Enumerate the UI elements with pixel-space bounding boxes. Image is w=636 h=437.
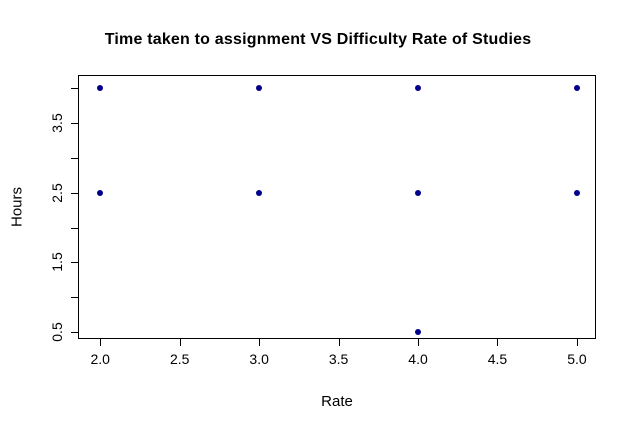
data-point	[256, 85, 263, 92]
plot-area	[78, 75, 596, 339]
data-point	[415, 189, 422, 196]
y-tick	[71, 297, 78, 299]
y-tick-label: 0.5	[49, 322, 65, 342]
data-point	[97, 85, 104, 92]
y-tick-label: 1.5	[49, 252, 65, 273]
y-tick	[71, 227, 78, 229]
y-tick-label: 2.5	[49, 182, 65, 203]
y-tick	[71, 262, 78, 264]
x-tick	[259, 339, 261, 346]
y-tick	[71, 332, 78, 334]
x-tick-label: 3.5	[328, 351, 349, 367]
x-tick	[497, 339, 499, 346]
x-tick	[576, 339, 578, 346]
y-tick	[71, 123, 78, 125]
x-axis-label: Rate	[321, 393, 353, 410]
x-tick-label: 4.5	[487, 351, 508, 367]
x-tick-label: 4.0	[408, 351, 428, 367]
y-tick	[71, 157, 78, 159]
data-point	[415, 329, 422, 336]
data-point	[256, 189, 263, 196]
x-tick-label: 2.5	[169, 351, 190, 367]
y-tick-label: 3.5	[49, 113, 65, 133]
x-tick	[418, 339, 420, 346]
data-point	[415, 85, 422, 92]
x-tick-label: 3.0	[249, 351, 269, 367]
data-point	[573, 85, 580, 92]
chart-title: Time taken to assignment VS Difficulty R…	[104, 31, 532, 48]
y-tick	[71, 192, 78, 194]
y-axis-label: Hours	[8, 186, 26, 228]
x-tick	[338, 339, 340, 346]
x-tick-label: 2.0	[90, 351, 110, 367]
data-point	[573, 189, 580, 196]
x-tick-label: 5.0	[567, 351, 587, 367]
y-tick	[71, 88, 78, 90]
x-tick	[179, 339, 181, 346]
x-tick	[100, 339, 102, 346]
data-point	[97, 189, 104, 196]
